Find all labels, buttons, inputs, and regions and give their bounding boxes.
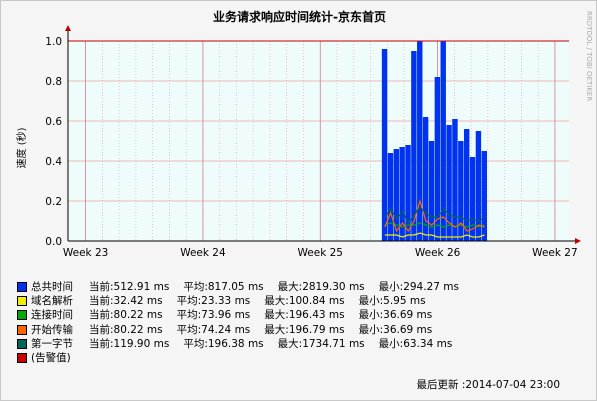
chart-plot: 0.0 0.2 0.4 0.6 0.8 1.0 Week 23 Week 24 Week 25 W…: [45, 25, 581, 259]
legend-swatch: [17, 324, 27, 335]
legend-name: (告警值): [31, 351, 71, 364]
total-time-bar: [399, 147, 405, 241]
legend-current: 当前:32.42 ms: [89, 295, 163, 308]
total-time-bar: [481, 151, 487, 241]
legend-current: 当前:80.22 ms: [89, 309, 163, 322]
legend-current: 当前:80.22 ms: [89, 323, 163, 336]
y-tick-label: 0.2: [45, 196, 62, 208]
total-time-bar: [417, 41, 423, 241]
legend-row: 域名解析 当前:32.42 ms 平均:23.33 ms 最大:100.84 ms 最小…: [17, 294, 473, 308]
total-time-bar: [475, 131, 482, 241]
legend-swatch: [17, 338, 27, 349]
x-tick-label: Week 26: [415, 247, 461, 259]
x-tick-label: Week 24: [180, 247, 226, 259]
total-time-bar: [405, 145, 411, 241]
legend-swatch: [17, 353, 27, 364]
legend-max: 最大:196.79 ms: [264, 323, 345, 336]
legend-name: 连接时间: [31, 309, 73, 322]
total-time-bar: [393, 149, 399, 241]
watermark-text: RRDTOOL / TOBI OETIKER: [585, 11, 593, 101]
total-time-bar: [446, 125, 452, 241]
legend-min: 最小:63.34 ms: [378, 337, 453, 350]
y-tick-label: 0.4: [45, 156, 62, 168]
legend-row: 开始传输 当前:80.22 ms 平均:74.24 ms 最大:196.79 ms 最小…: [17, 323, 473, 337]
legend-max: 最大:2819.30 ms: [277, 281, 365, 293]
total-time-bar: [387, 153, 394, 241]
legend-name: 第一字节: [31, 337, 73, 350]
x-axis-arrow: [575, 238, 581, 244]
total-time-bar: [422, 117, 429, 241]
legend-min: 最小:294.27 ms: [378, 281, 459, 293]
legend-name: 总共时间: [31, 281, 73, 293]
legend-max: 最大:1734.71 ms: [277, 337, 365, 350]
legend: 总共时间 当前:512.91 ms 平均:817.05 ms 最大:2819.30 m…: [17, 280, 473, 365]
last-update: 最后更新 :2014-07-04 23:00: [416, 379, 561, 391]
legend-min: 最小:36.69 ms: [358, 323, 433, 336]
legend-row: 连接时间 当前:80.22 ms 平均:73.96 ms 最大:196.43 ms 最小…: [17, 308, 473, 322]
legend-name: 域名解析: [31, 295, 73, 308]
y-axis-arrow: [65, 25, 71, 31]
legend-avg: 平均:73.96 ms: [176, 309, 251, 322]
y-tick-label: 0.0: [45, 236, 62, 248]
legend-row: 总共时间 当前:512.91 ms 平均:817.05 ms 最大:2819.30 m…: [17, 280, 473, 294]
legend-swatch: [17, 310, 27, 321]
total-time-bar: [452, 119, 458, 241]
first_byte-line: [384, 206, 485, 225]
legend-row: (告警值): [17, 351, 473, 365]
legend-name: 开始传输: [31, 323, 73, 336]
legend-avg: 平均:23.33 ms: [176, 295, 251, 308]
x-tick-label: Week 27: [532, 247, 577, 259]
total-time-bar: [381, 49, 388, 241]
total-time-bar: [440, 41, 446, 241]
legend-avg: 平均:196.38 ms: [183, 337, 264, 350]
y-tick-label: 0.6: [45, 116, 62, 128]
total-time-bar: [469, 157, 476, 241]
legend-max: 最大:100.84 ms: [264, 295, 345, 308]
legend-min: 最小:5.95 ms: [358, 295, 426, 308]
x-tick-label: Week 25: [298, 247, 343, 259]
legend-min: 最小:36.69 ms: [358, 309, 433, 322]
chart-title: 业务请求响应时间统计-京东首页: [213, 10, 386, 24]
legend-max: 最大:196.43 ms: [264, 309, 345, 322]
rrdtool-watermark: RRDTOOL / TOBI OETIKER: [585, 11, 593, 101]
plot-background: [68, 41, 569, 241]
legend-current: 当前:119.90 ms: [89, 337, 170, 350]
total-time-bar: [411, 51, 417, 241]
y-tick-label: 1.0: [45, 36, 62, 48]
transfer-line: [384, 198, 485, 233]
legend-avg: 平均:817.05 ms: [183, 281, 264, 293]
x-tick-label: Week 23: [63, 247, 108, 259]
legend-swatch: [17, 296, 27, 307]
legend-current: 当前:512.91 ms: [89, 281, 170, 293]
legend-avg: 平均:74.24 ms: [176, 323, 251, 336]
legend-swatch: [17, 282, 27, 293]
connect-line: [384, 222, 485, 228]
y-tick-label: 0.8: [45, 76, 62, 88]
total-time-bar: [428, 141, 435, 241]
total-time-bar: [463, 129, 470, 241]
legend-row: 第一字节 当前:119.90 ms 平均:196.38 ms 最大:1734.71 m…: [17, 337, 473, 351]
dns-line: [384, 232, 485, 238]
total-time-bar: [434, 77, 441, 241]
total-time-bar: [458, 141, 464, 241]
